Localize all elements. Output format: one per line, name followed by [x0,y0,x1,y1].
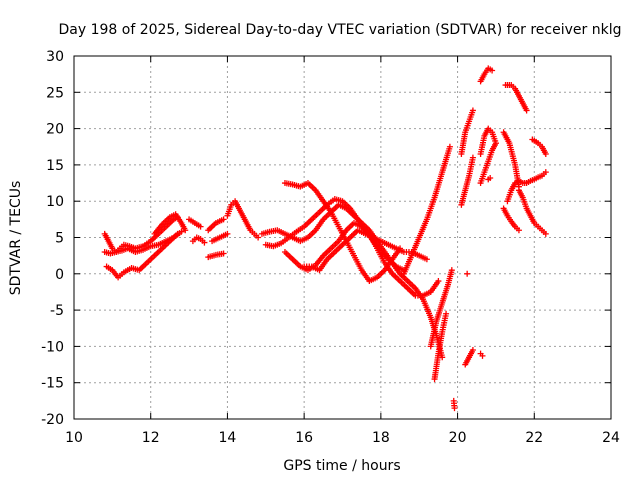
series-arc-30 [500,129,522,190]
series-arc-25 [477,125,499,158]
y-tick-label: 0 [55,267,64,283]
data-point [542,169,549,176]
data-point [479,352,486,359]
y-tick-label: -20 [41,412,64,428]
x-tick-label: 24 [602,430,620,446]
x-tick-label: 20 [449,430,467,446]
y-tick-label: 20 [46,122,64,138]
data-point [197,223,204,230]
series-arc-15 [301,227,430,274]
series-arc-18 [431,310,450,383]
data-point [224,230,231,237]
series-arc-17 [427,267,455,350]
series-arc-28 [477,65,496,85]
data-point [515,227,522,234]
y-tick-label: 30 [46,49,64,65]
data-point [448,267,455,274]
series-arc-16 [400,143,453,277]
series-arc-22 [464,270,471,277]
series-arc-10 [224,198,262,241]
y-tick-labels: -20 -15 -10 -5 0 5 10 15 20 25 30 [41,49,64,428]
x-tick-label: 18 [372,430,390,446]
series-arc-31 [500,205,522,234]
series-arc-21 [477,350,486,359]
x-tick-label: 22 [525,430,543,446]
data-point [220,216,227,223]
data-point [178,228,185,235]
series-arc-8 [209,230,231,245]
data-point [487,174,494,181]
data-point [542,151,549,158]
series-arc-24 [458,107,476,158]
series-arc-14 [281,180,404,285]
series-arc-34 [529,136,549,158]
x-tick-label: 10 [65,430,83,446]
series-arc-2 [101,228,185,257]
series-arc-32 [502,82,530,114]
x-tick-label: 12 [142,430,160,446]
x-tick-label: 14 [219,430,237,446]
data-point [451,405,458,412]
series-arc-6 [189,234,208,246]
series-arc-23 [458,154,476,208]
series-arc-5 [186,216,204,230]
y-tick-label: -15 [41,376,64,392]
data-point [182,227,189,234]
data-point [469,154,476,161]
data-point [523,107,530,114]
y-tick-label: 10 [46,194,64,210]
series-arc-9 [205,250,227,261]
data-point [489,67,496,74]
series-arc-29 [504,169,549,205]
chart-title: Day 198 of 2025, Sidereal Day-to-day VTE… [59,22,622,38]
x-axis-label: GPS time / hours [283,458,400,474]
series-arc-19 [450,397,458,412]
y-tick-label: 5 [55,231,64,247]
data-point [435,278,442,285]
data-point [446,143,453,150]
plot-frame [73,55,612,420]
x-tick-label: 16 [295,430,313,446]
data-point [174,230,181,237]
series-arc-4 [151,211,189,237]
x-tick-labels: 10 12 14 16 18 20 22 24 [65,430,620,446]
data-point [469,347,476,354]
data-points [101,65,549,412]
y-tick-label: 15 [46,158,64,174]
y-tick-label: -5 [50,303,64,319]
y-tick-label: 25 [46,85,64,101]
data-point [201,239,208,246]
y-tick-label: -10 [41,339,64,355]
series-arc-20 [462,347,476,368]
data-point [443,310,450,317]
data-point [220,250,227,257]
data-point [255,234,262,241]
series-arc-26 [477,140,499,187]
y-axis-label: SDTVAR / TECUs [8,181,24,296]
series-arc-33 [515,187,549,237]
data-point [469,107,476,114]
series-arc-7 [205,216,227,234]
data-point [542,230,549,237]
series-arc-27 [485,174,494,183]
data-point [464,270,471,277]
series-arc-3 [103,230,181,281]
data-point [423,256,430,263]
data-point [492,140,499,147]
